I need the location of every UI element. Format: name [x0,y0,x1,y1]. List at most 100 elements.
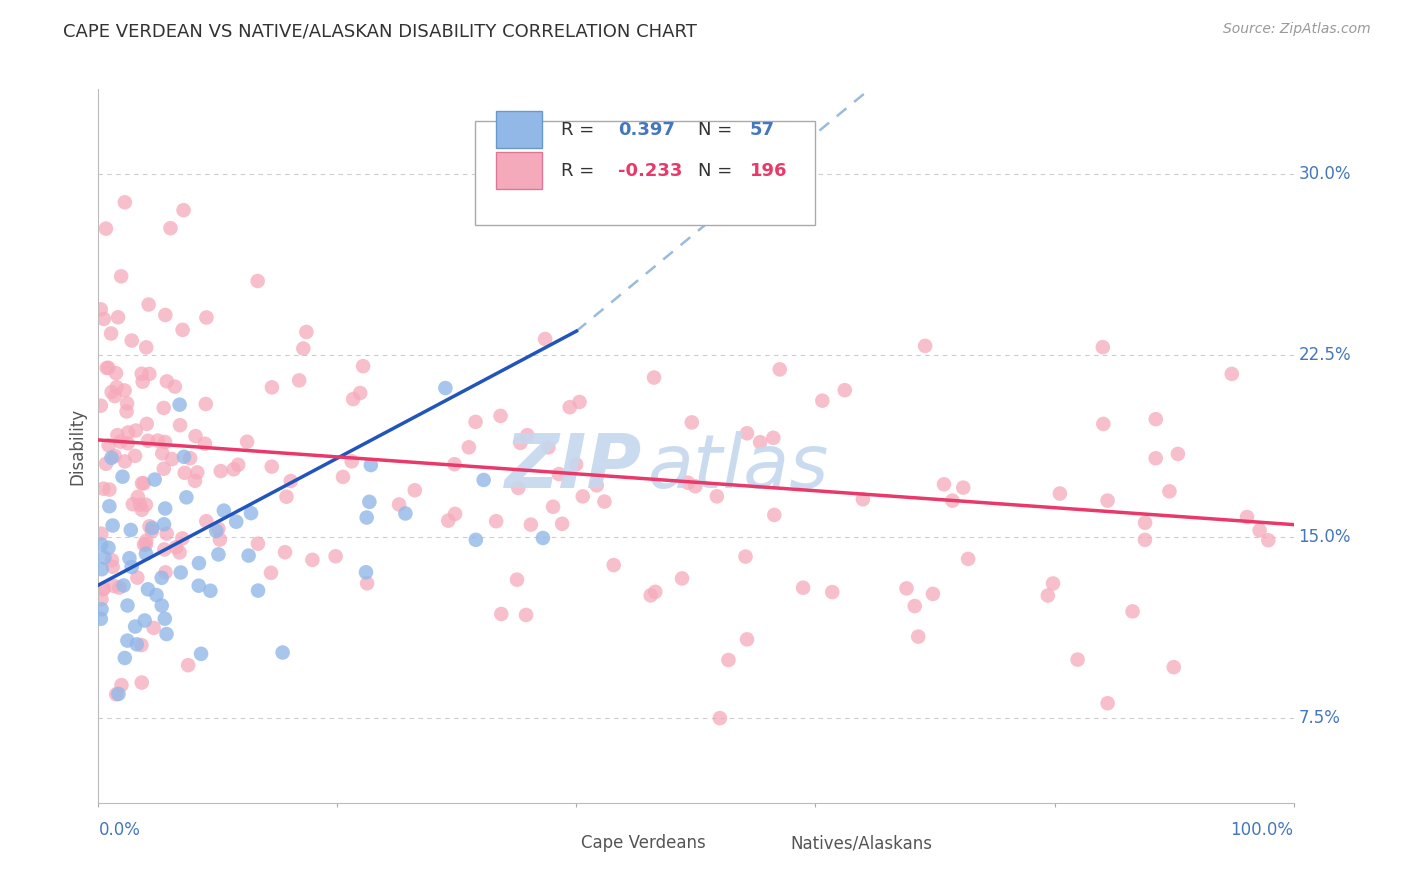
Point [749,435,772,450]
Point [1220,367,1243,381]
Point [907,630,929,644]
Point [195,514,218,528]
Point [194,436,217,450]
Point [295,325,318,339]
Point [247,583,270,598]
Point [138,297,160,311]
Text: 57: 57 [749,121,775,139]
Point [640,588,662,602]
Point [173,466,195,480]
Point [922,587,945,601]
Point [1097,696,1119,710]
Point [360,458,382,472]
Point [585,478,607,492]
Point [301,553,323,567]
Point [98,483,121,497]
Point [1097,493,1119,508]
Point [97,438,120,452]
Point [93,482,115,496]
Text: Cape Verdeans: Cape Verdeans [581,835,706,853]
Point [152,401,174,415]
FancyBboxPatch shape [496,112,541,148]
Point [212,503,235,517]
Point [240,506,263,520]
Point [108,581,131,595]
Text: Source: ZipAtlas.com: Source: ZipAtlas.com [1223,22,1371,37]
Point [124,619,146,633]
Point [94,457,117,471]
Point [97,360,120,375]
Point [184,429,207,443]
Point [325,549,347,564]
Point [110,269,132,284]
Point [117,599,139,613]
Point [1092,417,1115,431]
Point [443,457,465,471]
Point [138,367,160,381]
Point [681,416,703,430]
Point [169,398,191,412]
Point [941,493,963,508]
Point [558,400,581,414]
Point [135,537,157,551]
Y-axis label: Disability: Disability [69,408,87,484]
Point [136,582,159,597]
Text: 22.5%: 22.5% [1298,346,1351,364]
Point [165,541,187,555]
Point [1049,486,1071,500]
Point [117,425,139,440]
Point [101,553,124,567]
Point [136,434,159,448]
Point [709,711,731,725]
Point [114,195,136,210]
Point [236,434,259,449]
Point [1066,652,1088,666]
Point [131,675,153,690]
Point [472,473,495,487]
Point [121,560,143,574]
Point [118,551,141,566]
Point [156,526,179,541]
Point [100,385,122,400]
Point [153,435,176,450]
Point [207,522,229,536]
Point [271,646,294,660]
Point [135,533,157,548]
FancyBboxPatch shape [738,830,776,858]
Point [179,451,201,466]
Point [274,545,297,559]
Point [190,647,212,661]
Point [457,440,479,454]
Point [763,508,786,522]
Point [94,221,117,235]
Point [187,579,209,593]
Point [110,678,132,692]
Point [188,556,211,570]
Text: R =: R = [561,161,595,179]
Point [127,571,149,585]
Point [1133,516,1156,530]
Point [1236,510,1258,524]
Point [143,473,166,487]
Point [762,431,785,445]
Point [145,588,167,602]
Point [292,342,315,356]
Point [565,458,588,472]
Point [90,399,112,413]
Point [125,424,148,438]
Point [643,370,665,384]
Point [100,450,122,465]
Point [110,434,132,449]
Point [159,221,181,235]
Point [90,612,112,626]
Point [138,519,160,533]
Point [464,533,486,547]
Point [155,308,177,322]
Point [153,612,176,626]
Point [131,503,153,517]
Point [173,450,195,464]
Point [932,477,955,491]
Point [342,392,364,406]
Point [208,533,231,547]
Point [1144,412,1167,426]
